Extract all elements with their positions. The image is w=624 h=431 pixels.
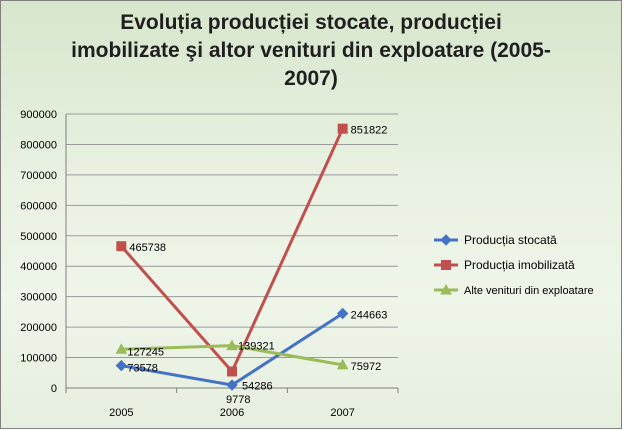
chart-title: Evoluția producției stocate, producției … (71, 11, 551, 90)
data-point (336, 307, 349, 320)
legend-marker (440, 234, 452, 246)
data-point (226, 379, 238, 391)
y-tick-label: 600000 (20, 200, 57, 212)
y-tick-label: 800000 (20, 139, 57, 151)
x-tick-label: 2007 (330, 407, 354, 419)
y-tick-label: 0 (51, 383, 57, 395)
data-label: 244663 (351, 310, 388, 322)
y-tick-label: 500000 (20, 231, 57, 243)
data-point (226, 339, 238, 351)
data-label: 465738 (129, 242, 166, 254)
legend-label: Producția stocată (464, 233, 557, 247)
y-tick-label: 900000 (20, 109, 57, 121)
x-tick-label: 2005 (109, 407, 133, 419)
data-label: 851822 (351, 125, 388, 137)
data-label: 9778 (226, 394, 250, 406)
data-point (227, 366, 237, 377)
y-tick-label: 100000 (20, 353, 57, 365)
data-point (116, 241, 127, 252)
data-label: 54286 (242, 380, 273, 392)
legend-label: Producția imobilizată (464, 258, 575, 272)
data-point (336, 358, 349, 370)
data-label: 127245 (127, 346, 164, 358)
y-tick-label: 700000 (20, 170, 57, 182)
legend-marker (440, 283, 452, 295)
y-tick-label: 200000 (20, 322, 57, 334)
x-tick-label: 2006 (220, 407, 244, 419)
data-point (115, 359, 128, 372)
data-label: 75972 (351, 361, 382, 373)
legend-label: Alte venituri din exploatare (464, 285, 594, 297)
data-point (337, 123, 348, 134)
y-tick-label: 300000 (20, 292, 57, 304)
data-label: 73578 (127, 363, 158, 375)
y-tick-label: 400000 (20, 261, 57, 273)
data-label: 139321 (238, 341, 275, 353)
legend-marker (441, 260, 451, 270)
data-point (115, 343, 128, 354)
